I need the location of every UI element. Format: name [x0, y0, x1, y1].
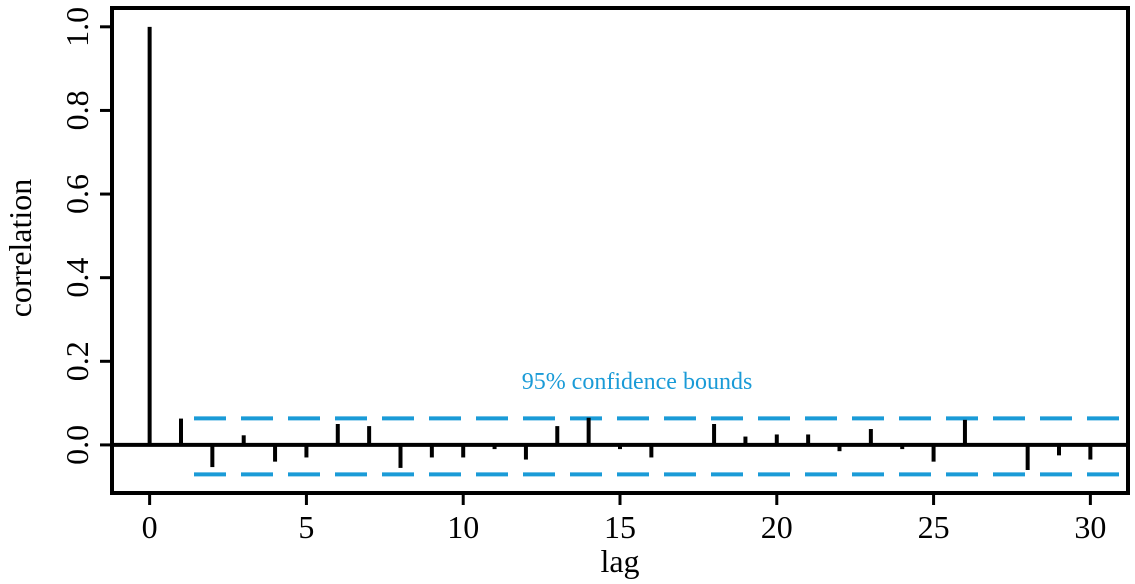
y-tick-label: 1.0	[59, 7, 95, 47]
y-tick-label: 0.8	[59, 90, 95, 130]
y-tick-label: 0.4	[59, 258, 95, 298]
x-tick-label: 30	[1074, 509, 1106, 545]
confidence-bounds-annotation: 95% confidence bounds	[522, 369, 753, 395]
y-tick-label: 0.6	[59, 174, 95, 214]
acf-bars	[147, 26, 1093, 471]
x-tick-label: 20	[761, 509, 793, 545]
x-tick-label: 0	[142, 509, 158, 545]
y-tick-label: 0.2	[59, 341, 95, 381]
x-axis-title: lag	[600, 543, 639, 579]
x-tick-label: 15	[604, 509, 636, 545]
y-axis-ticks: 0.0 0.2 0.4 0.6 0.8 1.0	[59, 7, 112, 465]
y-tick-label: 0.0	[59, 425, 95, 465]
x-tick-label: 5	[298, 509, 314, 545]
y-axis-title: correlation	[2, 179, 38, 318]
x-tick-label: 10	[447, 509, 479, 545]
x-tick-label: 25	[918, 509, 950, 545]
x-axis-ticks: 0 5 10 15 20 25 30	[142, 493, 1106, 545]
